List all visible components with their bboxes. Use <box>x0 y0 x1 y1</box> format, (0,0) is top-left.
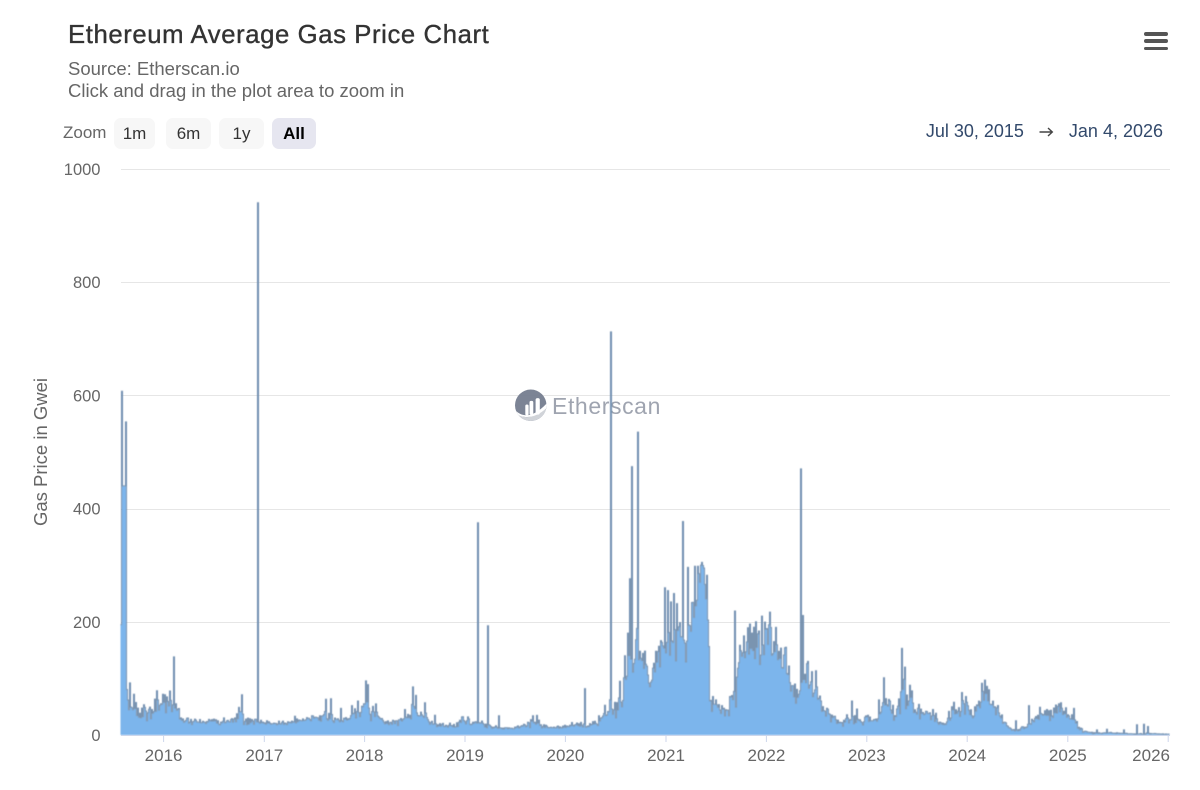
svg-text:Etherscan: Etherscan <box>552 393 661 419</box>
svg-text:200: 200 <box>73 614 101 632</box>
svg-text:2022: 2022 <box>747 746 785 765</box>
svg-text:0: 0 <box>91 727 100 745</box>
svg-text:2021: 2021 <box>647 746 685 765</box>
svg-text:2020: 2020 <box>546 746 584 765</box>
svg-text:400: 400 <box>73 501 101 519</box>
svg-text:2018: 2018 <box>346 746 384 765</box>
svg-text:2024: 2024 <box>948 746 986 765</box>
svg-text:2019: 2019 <box>446 746 484 765</box>
svg-text:2017: 2017 <box>245 746 283 765</box>
svg-text:600: 600 <box>73 387 101 405</box>
svg-text:Gas Price in Gwei: Gas Price in Gwei <box>30 378 51 526</box>
svg-text:2026: 2026 <box>1132 746 1170 765</box>
svg-text:2016: 2016 <box>145 746 183 765</box>
svg-text:800: 800 <box>73 274 101 292</box>
svg-text:1000: 1000 <box>64 161 101 179</box>
svg-text:2023: 2023 <box>848 746 886 765</box>
svg-text:2025: 2025 <box>1049 746 1087 765</box>
